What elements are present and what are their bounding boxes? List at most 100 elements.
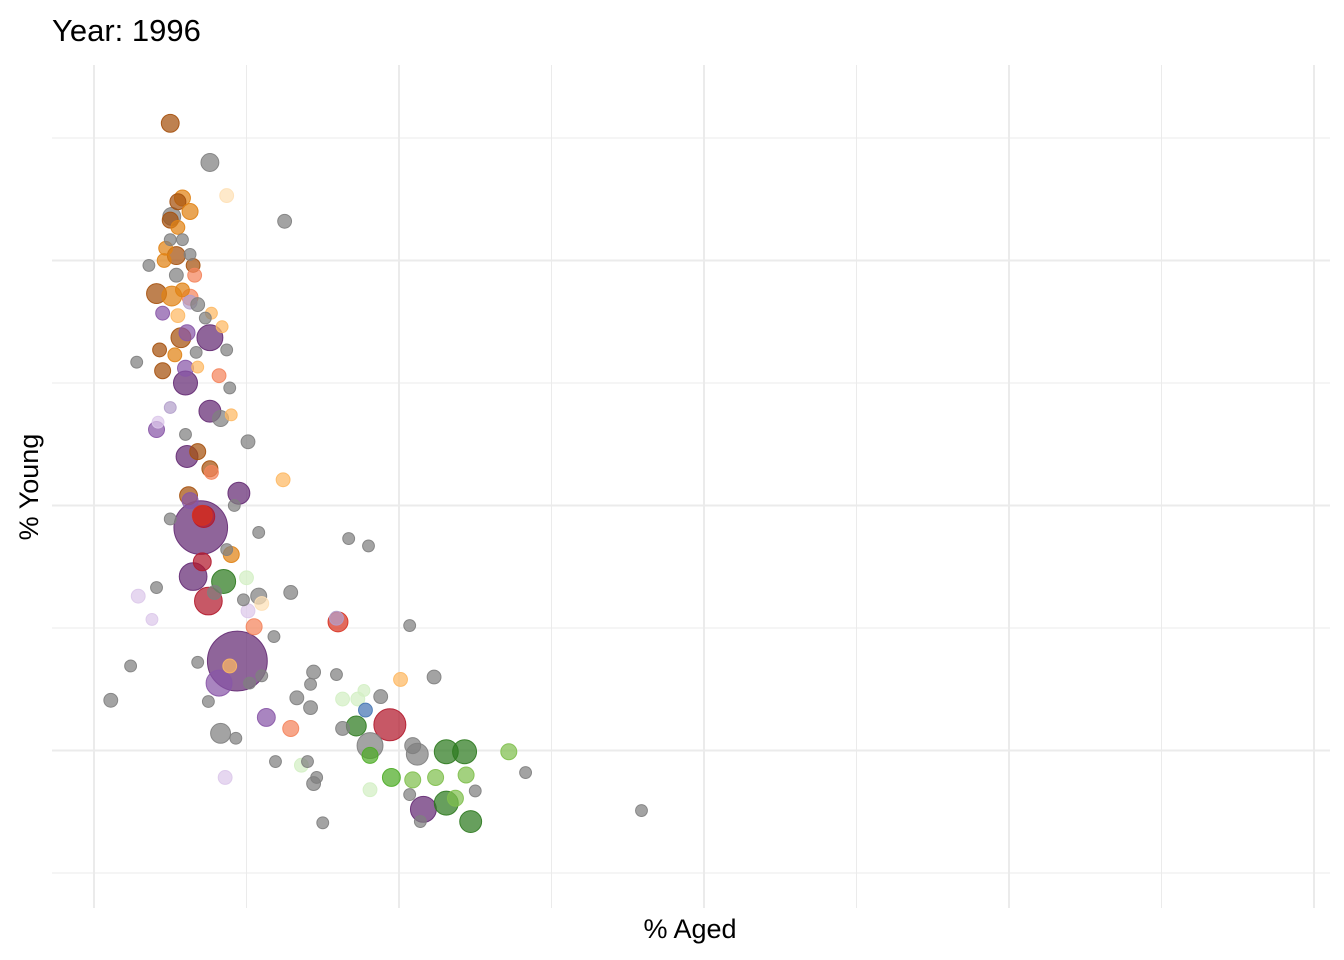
- data-point: [203, 464, 219, 480]
- data-point: [220, 343, 234, 357]
- data-point: [500, 743, 518, 761]
- data-point: [404, 771, 422, 789]
- data-point: [124, 659, 138, 673]
- data-point: [635, 804, 648, 817]
- data-point: [252, 526, 266, 539]
- data-point: [220, 543, 234, 557]
- data-point: [381, 768, 401, 787]
- data-point: [342, 532, 356, 546]
- data-point: [177, 359, 194, 377]
- chart-title: Year: 1996: [52, 13, 201, 48]
- data-point: [201, 695, 215, 708]
- data-point: [168, 267, 184, 283]
- grid: [52, 65, 1330, 908]
- data-point: [239, 570, 254, 586]
- data-point: [519, 766, 533, 779]
- data-point: [277, 213, 293, 229]
- data-point: [198, 311, 212, 325]
- data-point: [357, 684, 371, 697]
- data-point: [190, 297, 206, 313]
- y-axis-label: % Young: [14, 434, 44, 541]
- data-point: [283, 585, 299, 600]
- data-point: [289, 690, 305, 706]
- data-point: [275, 472, 291, 488]
- data-point: [167, 347, 183, 363]
- data-point: [316, 816, 330, 830]
- data-point: [170, 219, 186, 235]
- data-point: [179, 428, 192, 441]
- data-point: [269, 755, 282, 768]
- data-point: [181, 203, 199, 220]
- data-point: [304, 677, 317, 691]
- data-point: [142, 258, 156, 272]
- data-point: [222, 658, 238, 674]
- data-point: [163, 512, 177, 526]
- data-point: [329, 610, 344, 626]
- data-point: [330, 668, 343, 681]
- data-point: [223, 381, 237, 395]
- data-point: [183, 247, 197, 261]
- data-point: [362, 782, 378, 798]
- data-point: [150, 581, 163, 595]
- data-point: [155, 305, 171, 321]
- data-point: [160, 113, 180, 133]
- data-point: [282, 719, 300, 737]
- data-point: [237, 593, 250, 607]
- data-points: [103, 113, 648, 834]
- data-point: [459, 810, 483, 834]
- data-point: [358, 702, 373, 718]
- data-point: [362, 539, 375, 553]
- data-point: [200, 153, 220, 172]
- data-point: [156, 253, 172, 268]
- data-point: [130, 588, 146, 604]
- data-point: [403, 619, 417, 632]
- data-point: [210, 722, 232, 744]
- data-point: [227, 499, 241, 512]
- data-point: [254, 596, 270, 611]
- data-point: [301, 755, 314, 768]
- data-point: [452, 739, 478, 765]
- data-point: [191, 360, 205, 374]
- data-point: [303, 700, 318, 716]
- data-point: [403, 788, 417, 802]
- data-point: [130, 355, 144, 369]
- data-point: [196, 324, 224, 352]
- data-point: [163, 233, 177, 247]
- data-point: [427, 768, 445, 786]
- data-point: [205, 669, 233, 697]
- data-point: [310, 771, 324, 784]
- data-point: [256, 707, 276, 727]
- data-point: [413, 815, 427, 828]
- data-point: [192, 552, 212, 572]
- data-point: [446, 789, 464, 807]
- data-point: [169, 193, 187, 211]
- data-point: [229, 731, 243, 745]
- data-point: [176, 233, 189, 247]
- data-point: [154, 362, 172, 380]
- data-point: [191, 655, 205, 669]
- data-point: [163, 401, 177, 414]
- data-point: [219, 188, 235, 204]
- data-point: [468, 784, 482, 798]
- data-point: [189, 345, 203, 359]
- data-point: [207, 585, 222, 600]
- data-point: [217, 770, 233, 785]
- data-point: [306, 664, 322, 680]
- data-point: [145, 612, 159, 626]
- data-point: [393, 672, 408, 687]
- data-point: [457, 766, 475, 784]
- data-point: [189, 443, 207, 461]
- data-point: [240, 434, 256, 450]
- data-point: [373, 708, 407, 742]
- data-point: [426, 669, 442, 685]
- data-point: [181, 492, 199, 510]
- data-point: [243, 676, 256, 690]
- data-point: [215, 320, 229, 334]
- data-point: [152, 342, 168, 358]
- data-point: [191, 504, 213, 526]
- x-axis-label: % Aged: [643, 914, 736, 944]
- data-point: [335, 691, 351, 707]
- data-point: [361, 746, 379, 764]
- data-point: [178, 324, 196, 342]
